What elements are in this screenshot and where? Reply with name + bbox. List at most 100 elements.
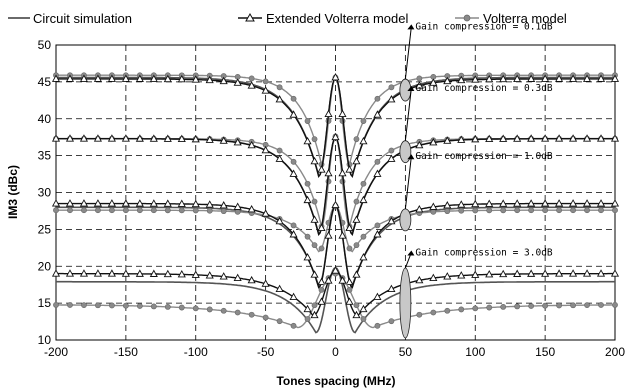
legend-volterra-marker [463, 14, 471, 22]
extended-volterra-point [219, 201, 228, 209]
extended-volterra-point [275, 216, 284, 225]
extended-volterra-point [610, 199, 620, 207]
extended-volterra-point [121, 269, 130, 277]
volterra-model-point [150, 303, 157, 310]
volterra-model-point [164, 304, 171, 310]
plot-frame [55, 44, 616, 341]
volterra-model-point [81, 302, 87, 309]
volterra-model-point [556, 302, 562, 309]
extended-volterra-point [527, 199, 536, 207]
extended-volterra-point [485, 270, 494, 278]
volterra-model-point [248, 75, 255, 82]
extended-volterra-point [135, 74, 144, 82]
extended-volterra-point [51, 269, 61, 277]
extended-volterra-point [289, 292, 298, 301]
extended-volterra-point [205, 200, 214, 208]
extended-volterra-point [331, 266, 340, 274]
y-tick-label: 15 [38, 296, 52, 310]
extended-volterra-point [610, 269, 620, 277]
volterra-model-point [542, 302, 549, 309]
curve-group [51, 199, 620, 289]
extended-volterra-point [275, 284, 284, 293]
volterra-model-point [353, 242, 360, 249]
volterra-model-point [374, 322, 381, 329]
extended-volterra-point [610, 134, 620, 142]
volterra-model-point [346, 286, 353, 293]
volterra-model-point [360, 180, 367, 187]
volterra-model-point [416, 75, 423, 82]
extended-volterra-point [457, 135, 466, 143]
volterra-model-point [304, 316, 311, 322]
volterra-model-point [262, 314, 269, 321]
extended-volterra-point [499, 134, 508, 142]
volterra-model-point [178, 207, 185, 214]
extended-volterra-point [310, 156, 319, 165]
curve-group [51, 72, 620, 179]
y-tick-label: 25 [38, 222, 52, 236]
extended-volterra-point [261, 86, 270, 94]
extended-volterra-point [107, 134, 116, 142]
extended-volterra-point [93, 134, 102, 142]
volterra-model-point [612, 302, 618, 308]
extended-volterra-point [352, 156, 361, 165]
extended-volterra-point [65, 199, 75, 207]
arrow-head [407, 250, 415, 256]
extended-volterra-point [582, 74, 592, 82]
volterra-model-point [430, 208, 437, 215]
compression-label: Gain compression = 0.3dB [415, 83, 553, 94]
volterra-model-point [262, 78, 269, 85]
extended-volterra-point [163, 269, 172, 278]
volterra-model-point [346, 245, 353, 252]
volterra-model-point [311, 302, 318, 309]
volterra-model-point [290, 95, 297, 102]
volterra-model-point [304, 233, 311, 240]
volterra-model-point [612, 207, 618, 214]
arrow-head [407, 85, 415, 91]
extended-volterra-point [373, 292, 382, 301]
y-tick-label: 50 [38, 38, 52, 52]
volterra-model-point [318, 286, 325, 293]
volterra-model-point [206, 207, 213, 214]
volterra-model-point [374, 222, 381, 229]
y-tick-label: 10 [38, 333, 52, 347]
volterra-model-point [122, 302, 129, 309]
volterra-model-point [514, 303, 521, 310]
extended-volterra-point [541, 269, 550, 277]
extended-volterra-point [429, 202, 438, 210]
volterra-model-point [276, 84, 283, 91]
curve-group [51, 266, 620, 334]
extended-volterra-point [555, 74, 564, 82]
extended-volterra-point [149, 134, 158, 142]
extended-volterra-point [303, 136, 312, 145]
x-tick-label: -50 [257, 345, 275, 359]
extended-volterra-point [429, 138, 438, 146]
extended-volterra-point [373, 169, 382, 177]
extended-volterra-point [331, 73, 340, 81]
extended-volterra-point [205, 135, 214, 143]
extended-volterra-point [121, 134, 130, 142]
extended-volterra-point [513, 74, 522, 83]
extended-volterra-point [499, 269, 508, 278]
compression-label: Gain compression = 0.1dB [415, 21, 553, 32]
extended-volterra-point [555, 199, 564, 207]
volterra-model-point [360, 233, 367, 240]
x-tick-label: -200 [44, 345, 68, 359]
extended-volterra-point [177, 134, 186, 143]
volterra-model-point [220, 208, 227, 215]
extended-volterra-point [233, 273, 242, 282]
volterra-model-point [444, 208, 451, 215]
volterra-model-point [500, 207, 507, 214]
legend: Circuit simulation Extended Volterra mode… [8, 11, 567, 26]
volterra-model-point [528, 303, 535, 309]
annotation-arrow [404, 87, 412, 141]
extended-volterra-point [219, 136, 228, 144]
extended-volterra-point [93, 199, 102, 207]
extended-volterra-point [177, 199, 186, 207]
extended-volterra-point [324, 276, 333, 284]
extended-volterra-point [359, 136, 368, 145]
extended-volterra-point [163, 199, 172, 207]
volterra-model-point [360, 118, 367, 124]
extended-volterra-point [471, 75, 480, 83]
extended-volterra-point [219, 76, 228, 85]
